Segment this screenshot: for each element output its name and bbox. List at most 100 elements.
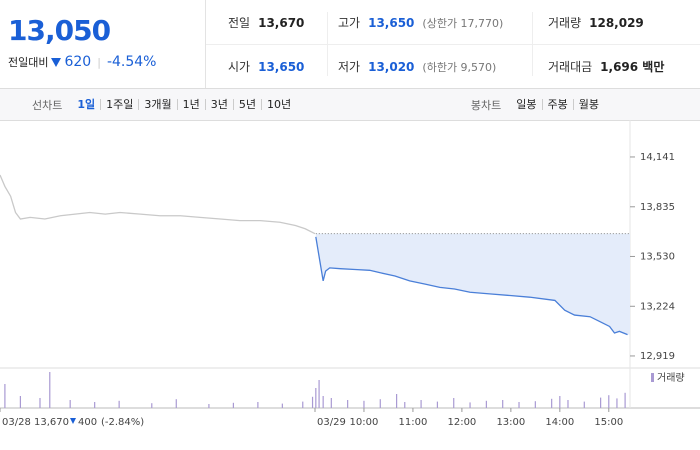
volume-bar: [257, 402, 259, 408]
x-tick-label: 03/29: [317, 417, 346, 428]
volume-bar: [404, 402, 406, 408]
x-tick-label: 15:00: [594, 417, 623, 428]
tab-group-label: 봉차트: [470, 98, 502, 112]
prev-change: 400: [78, 417, 97, 428]
stat-value: 128,029: [589, 16, 644, 30]
area-fill: [315, 233, 630, 335]
price-box: 13,050 전일대비 620 | -4.54%: [0, 0, 206, 88]
volume-bar: [118, 400, 120, 408]
change-label: 전일대비: [8, 56, 49, 69]
stat-label: 전일: [228, 16, 251, 30]
legend-swatch: [651, 373, 654, 382]
volume-bar: [436, 401, 439, 408]
volume-bar: [567, 400, 569, 408]
candle-tab[interactable]: 월봉: [572, 99, 604, 110]
period-tab[interactable]: 1주일: [100, 99, 138, 110]
period-tab[interactable]: 3년: [204, 99, 233, 110]
volume-bar: [420, 400, 422, 408]
volume-bar: [469, 402, 471, 408]
volume-bar: [19, 396, 22, 408]
volume-bar: [175, 399, 177, 408]
candle-tab[interactable]: 일봉: [516, 98, 537, 111]
y-tick-label: 13,530: [640, 251, 675, 262]
x-tick-label: 12:00: [447, 417, 476, 428]
volume-bar: [311, 396, 314, 408]
stat-value: 13,020: [368, 60, 415, 74]
volume-bar: [94, 402, 96, 408]
volume-bar: [49, 372, 51, 408]
x-tick-label: 11:00: [399, 417, 428, 428]
volume-bar: [315, 388, 317, 408]
volume-bar: [396, 394, 398, 408]
volume-bar: [583, 401, 585, 408]
change-row: 전일대비 620 | -4.54%: [8, 54, 157, 70]
stat-label: 고가: [338, 16, 361, 30]
stat-note: (하한가 9,570): [422, 61, 497, 74]
y-tick-label: 14,141: [640, 152, 675, 163]
change-rate: -4.54%: [106, 54, 157, 70]
volume-bar: [39, 398, 41, 408]
x-tick-label: 13:00: [496, 417, 525, 428]
stat: 시가 13,650: [228, 58, 304, 75]
y-tick-label: 13,224: [640, 301, 675, 312]
stat-value: 13,670: [258, 16, 305, 30]
volume-bar: [151, 403, 153, 408]
volume-bar: [485, 400, 487, 408]
period-tab[interactable]: 1년: [176, 99, 205, 110]
stat: 전일 13,670: [228, 14, 304, 31]
volume-bar: [69, 400, 71, 408]
price-line: [0, 174, 316, 235]
stat-label: 거래대금: [548, 60, 593, 74]
stat-label: 거래량: [548, 16, 582, 30]
volume-bar: [281, 403, 283, 408]
volume-bar: [551, 398, 553, 408]
stat: 거래량 128,029: [548, 14, 644, 31]
stat-note: (상한가 17,770): [422, 17, 504, 30]
volume-bar: [379, 399, 381, 408]
volume-bar: [453, 398, 455, 408]
down-icon: [70, 418, 76, 424]
legend-label: 거래량: [657, 372, 685, 384]
volume-bar: [347, 400, 349, 408]
volume-bar: [302, 401, 304, 408]
y-tick-label: 13,835: [640, 202, 675, 213]
stat: 거래대금 1,696 백만: [548, 58, 664, 75]
volume-bar: [616, 398, 618, 408]
change-amount: 620: [64, 54, 92, 70]
volume-bar: [318, 380, 320, 408]
volume-bar: [363, 400, 365, 408]
stat-label: 시가: [228, 60, 251, 74]
stat: 고가 13,650 (상한가 17,770): [338, 14, 503, 31]
volume-bar: [559, 396, 561, 408]
chart: 12,919 13,224 13,530 13,835 14,141 거래량 03/28 03…: [0, 120, 700, 428]
prev-close: 13,670: [34, 417, 69, 428]
tab-group-label: 선차트: [32, 98, 63, 112]
stat: 저가 13,020 (하한가 9,570): [338, 58, 496, 75]
volume-bar: [624, 392, 626, 408]
x-tick-label: 14:00: [545, 417, 574, 428]
current-price: 13,050: [8, 14, 111, 47]
volume-bar: [608, 395, 610, 408]
down-icon: [51, 57, 62, 67]
period-tab[interactable]: 10년: [261, 99, 296, 110]
period-tab[interactable]: 1일: [77, 98, 96, 111]
volume-bar: [322, 396, 324, 408]
tab-bar: 선차트 1일 1주일 3개월 1년 3년 5년 10년 봉차트 일봉 주봉 월봉: [0, 88, 700, 121]
prev-rate: (-2.84%): [101, 417, 144, 428]
stat-value: 13,650: [368, 16, 415, 30]
volume-bar: [502, 400, 504, 408]
price-line: [315, 236, 628, 336]
volume-bar: [208, 404, 210, 408]
x-tick-label: 03/28: [2, 417, 31, 428]
stat-value: 1,696 백만: [600, 60, 665, 74]
stat-value: 13,650: [258, 60, 305, 74]
period-tab[interactable]: 3개월: [138, 99, 176, 110]
volume-bar: [330, 398, 332, 408]
volume-bar: [534, 401, 536, 408]
volume-bar: [4, 384, 6, 408]
candle-tab[interactable]: 주봉: [541, 99, 573, 110]
x-tick-label: 10:00: [350, 417, 379, 428]
period-tab[interactable]: 5년: [232, 99, 261, 110]
volume-bar: [600, 397, 602, 408]
